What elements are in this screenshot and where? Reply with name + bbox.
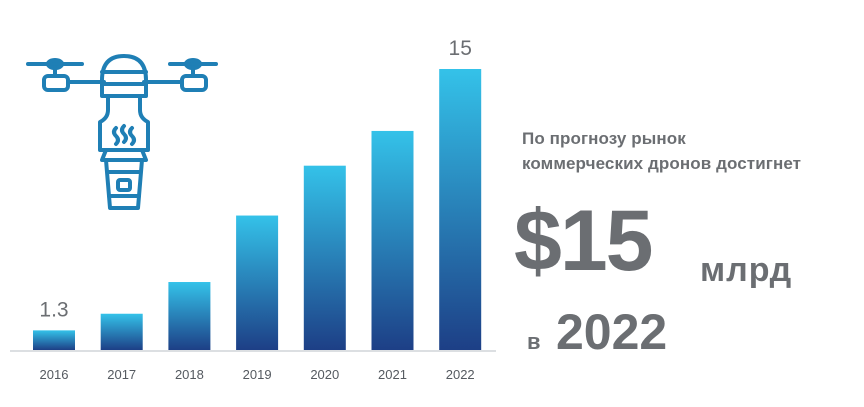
forecast-unit: млрд <box>700 251 793 289</box>
bar-2018 <box>168 282 211 350</box>
x-tick-label-2016: 2016 <box>40 367 69 382</box>
bar-chart: 2016 2017 2018 2019 2020 2021 2022 1.3 15 <box>10 37 496 382</box>
bar-2017 <box>100 313 143 350</box>
data-label-2022: 15 <box>449 37 472 60</box>
x-tick-label-2021: 2021 <box>378 367 407 382</box>
bar-2021 <box>371 130 414 350</box>
x-tick-label-2022: 2022 <box>446 367 475 382</box>
forecast-preposition: в <box>527 329 541 354</box>
forecast-year: 2022 <box>556 304 668 360</box>
bar-2020 <box>303 165 346 350</box>
headline-line-2: коммерческих дронов достигнет <box>522 154 802 173</box>
x-tick-label-2017: 2017 <box>107 367 136 382</box>
x-tick-label-2019: 2019 <box>243 367 272 382</box>
delivery-drone-coffee-icon <box>26 54 218 210</box>
forecast-amount: $15 <box>514 193 653 289</box>
forecast-headline: По прогнозу рынок коммерческих дронов до… <box>522 126 801 176</box>
x-tick-label-2018: 2018 <box>175 367 204 382</box>
headline-line-1: По прогнозу рынок <box>522 129 686 148</box>
data-label-2016: 1.3 <box>39 298 68 321</box>
x-tick-label-2020: 2020 <box>310 367 339 382</box>
bar-2016 <box>33 330 75 350</box>
bar-2019 <box>236 215 279 350</box>
bar-2022 <box>439 69 482 350</box>
